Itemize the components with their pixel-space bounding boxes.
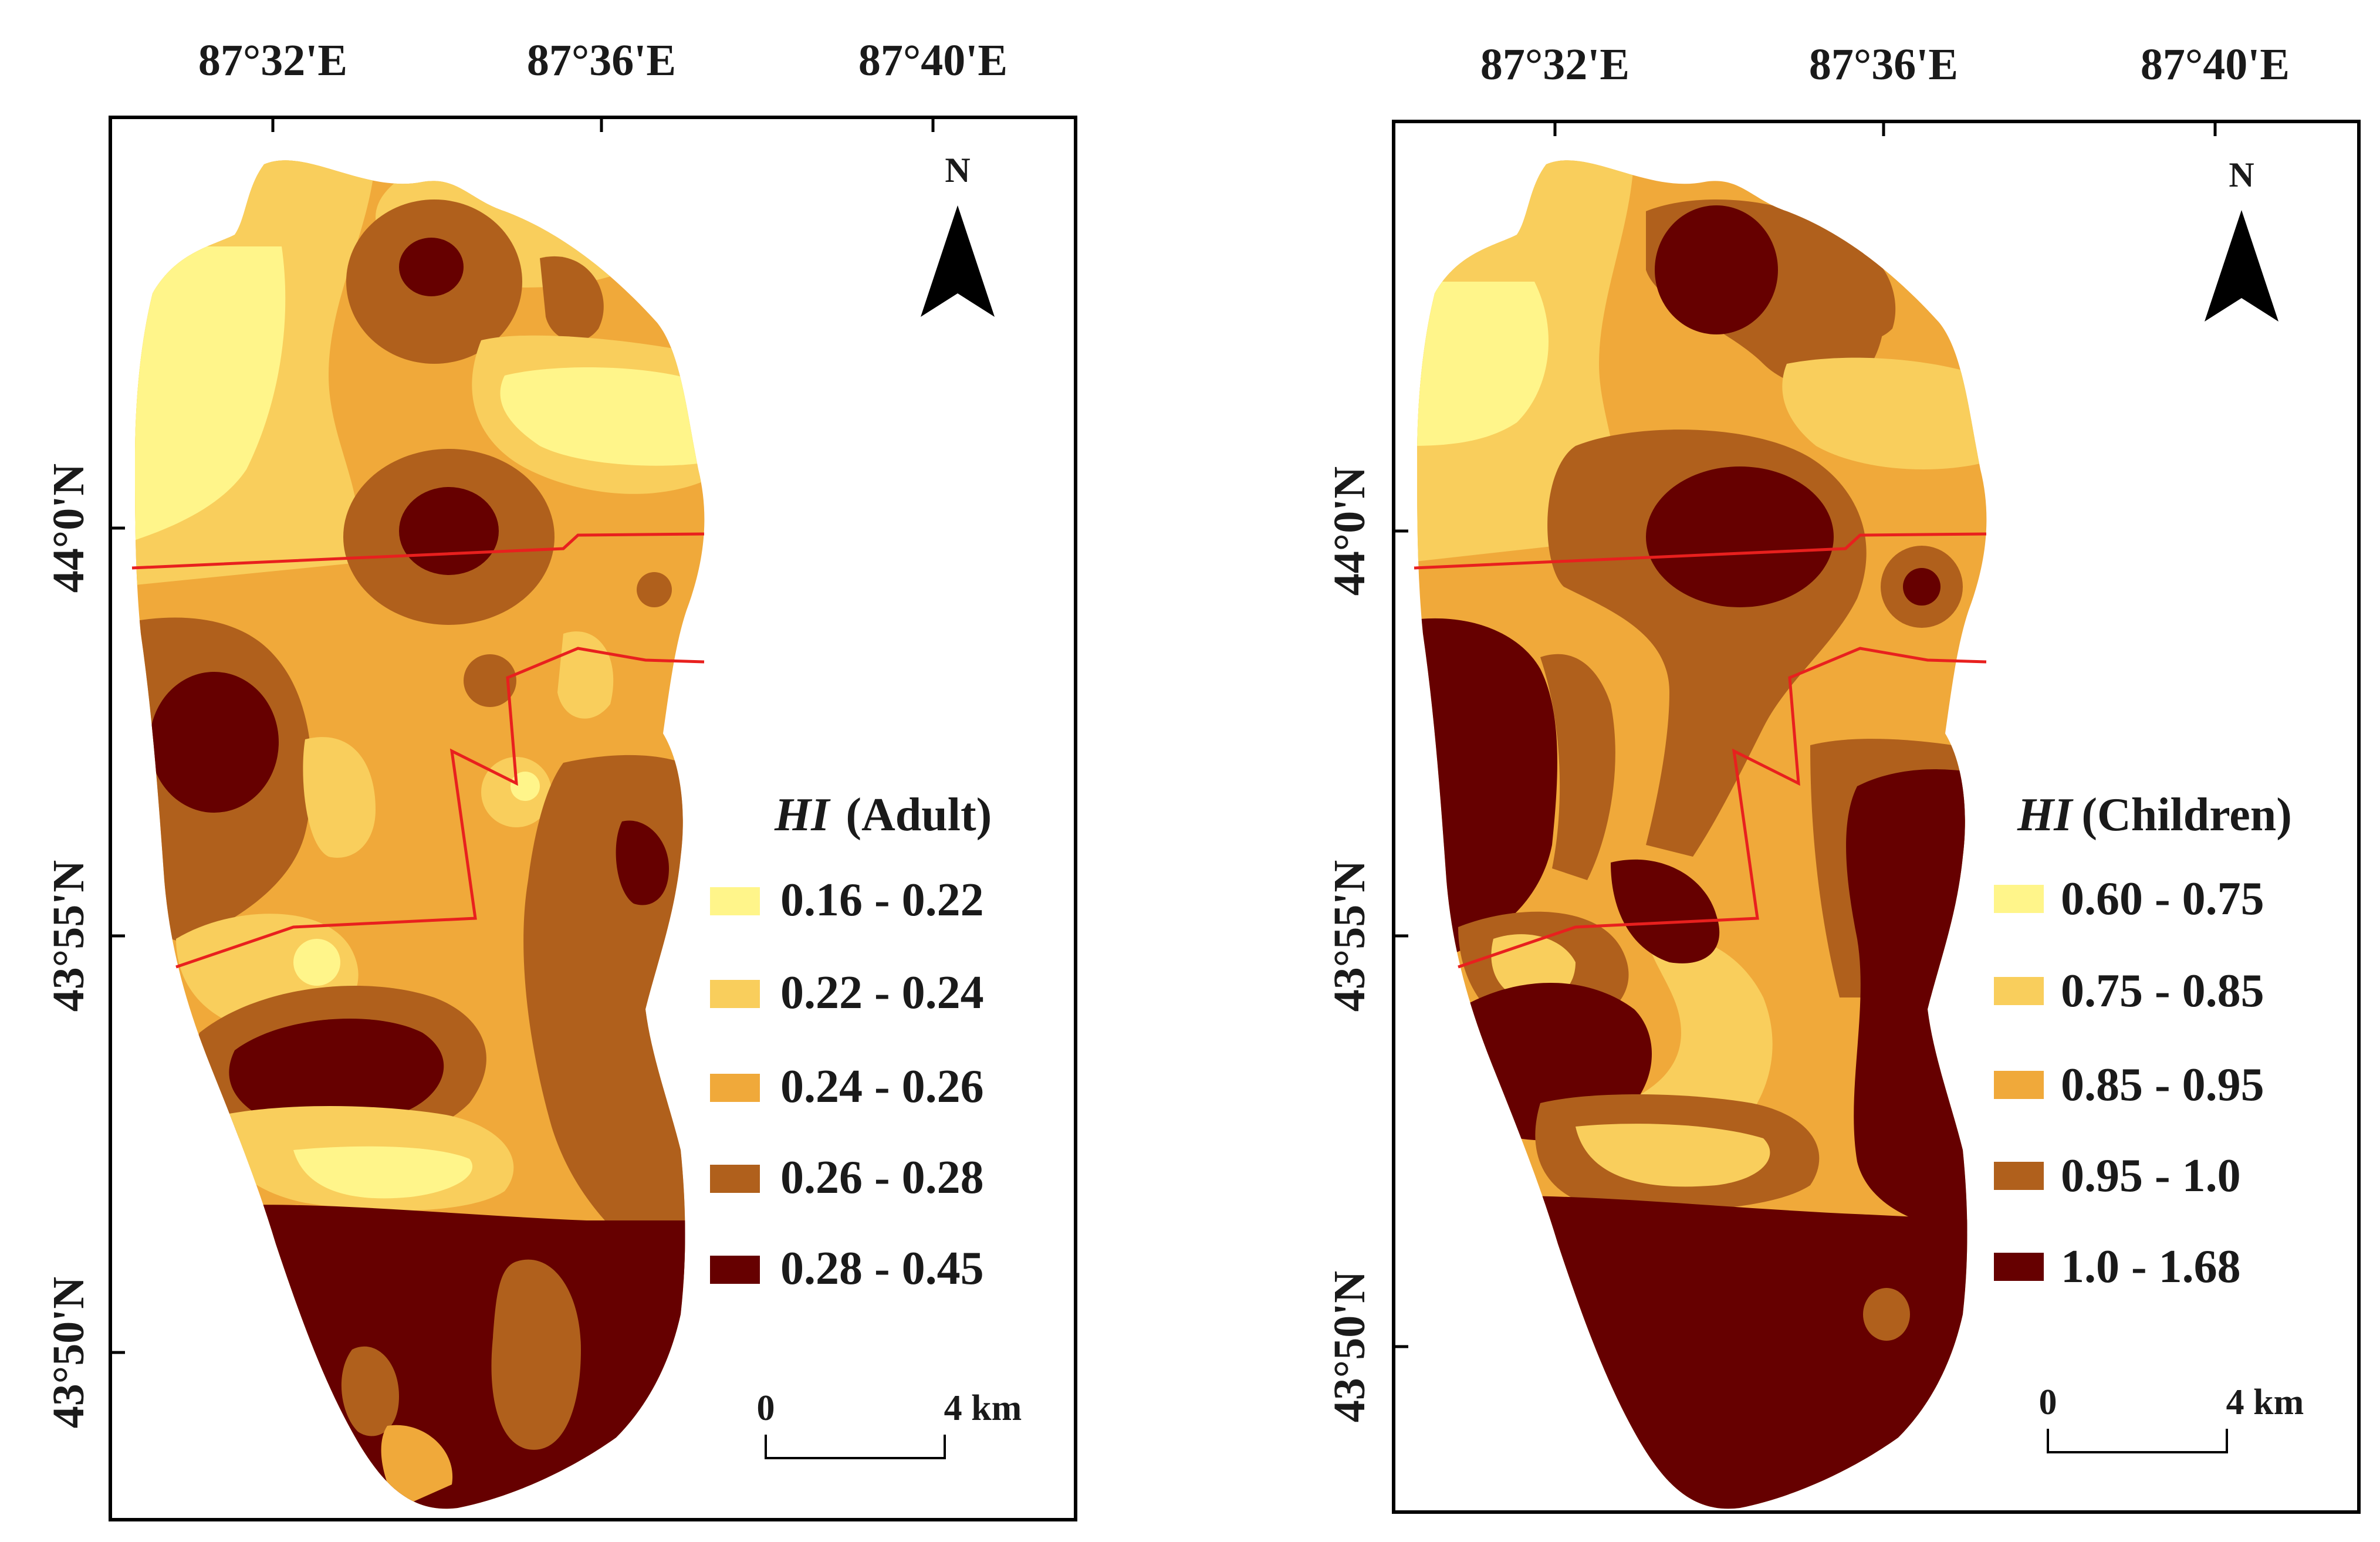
district-boundary: [1414, 532, 1987, 969]
map-panel-children: 87°32'E 87°36'E 87°40'E 44°0'N 43°55'N 4…: [1325, 40, 2361, 1514]
legend-title-group: (Children): [2081, 789, 2292, 841]
legend-label: 0.75 - 0.85: [2061, 965, 2264, 1017]
legend-label: 0.26 - 0.28: [780, 1152, 984, 1203]
district-boundary: [131, 532, 705, 969]
north-arrow-icon: [921, 205, 995, 317]
north-arrow: N: [2205, 155, 2278, 322]
north-arrow: N: [921, 151, 995, 317]
graticule-ticks: [1394, 121, 2217, 1348]
legend-item: 0.60 - 0.75: [1994, 873, 2264, 925]
side-label-1: 44°0'N: [44, 464, 93, 593]
legend-item: 0.26 - 0.28: [710, 1152, 984, 1203]
top-label-2: 87°36'E: [527, 36, 676, 85]
scale-end: 4 km: [944, 1388, 1022, 1428]
legend-title: HI (Children): [2017, 789, 2292, 841]
side-label-2: 43°55'N: [44, 860, 93, 1012]
side-label-1: 44°0'N: [1325, 466, 1374, 596]
top-label-2: 87°36'E: [1809, 40, 1958, 89]
legend-label: 0.85 - 0.95: [2061, 1059, 2264, 1111]
side-label-2: 43°55'N: [1325, 860, 1374, 1012]
legend-children: HI (Children) 0.60 - 0.75 0.75 - 0.85 0.8…: [1994, 789, 2292, 1293]
side-label-3: 43°50'N: [44, 1277, 93, 1428]
legend-item: 0.28 - 0.45: [710, 1243, 984, 1294]
north-arrow-icon: [2205, 210, 2278, 322]
top-label-1: 87°32'E: [1480, 40, 1630, 89]
legend-item: 1.0 - 1.68: [1994, 1241, 2241, 1293]
scale-bar: 0 4 km: [757, 1388, 1022, 1459]
legend-label: 0.24 - 0.26: [780, 1061, 984, 1112]
top-label-3: 87°40'E: [2141, 40, 2290, 89]
legend-title-hi: HI: [2017, 789, 2074, 841]
legend-label: 0.16 - 0.22: [780, 874, 984, 926]
side-label-3: 43°50'N: [1325, 1271, 1374, 1422]
north-label: N: [2229, 155, 2254, 194]
graticule-ticks: [110, 117, 935, 1354]
scale-start: 0: [2039, 1382, 2057, 1422]
legend-label: 0.95 - 1.0: [2061, 1150, 2241, 1202]
map-panel-adult: 87°32'E 87°36'E 87°40'E 44°0'N 43°55'N 4…: [44, 36, 1077, 1521]
north-label: N: [945, 151, 970, 190]
legend-item: 0.75 - 0.85: [1994, 965, 2264, 1017]
scale-bar: 0 4 km: [2039, 1382, 2304, 1453]
legend-label: 0.28 - 0.45: [780, 1243, 984, 1294]
legend-title-group: (Adult): [846, 789, 992, 841]
legend-title: HI (Adult): [774, 789, 992, 841]
legend-label: 1.0 - 1.68: [2061, 1241, 2241, 1293]
scale-start: 0: [757, 1388, 775, 1428]
legend-item: 0.22 - 0.24: [710, 967, 984, 1019]
scale-end: 4 km: [2226, 1382, 2304, 1422]
legend-item: 0.95 - 1.0: [1994, 1150, 2241, 1202]
legend-label: 0.22 - 0.24: [780, 967, 984, 1019]
legend-adult: HI (Adult) 0.16 - 0.22 0.22 - 0.24 0.24 -…: [710, 789, 992, 1294]
top-label-1: 87°32'E: [198, 36, 347, 85]
legend-title-hi: HI: [774, 789, 831, 841]
legend-item: 0.24 - 0.26: [710, 1061, 984, 1112]
legend-item: 0.85 - 0.95: [1994, 1059, 2264, 1111]
legend-item: 0.16 - 0.22: [710, 874, 984, 926]
legend-label: 0.60 - 0.75: [2061, 873, 2264, 925]
top-label-3: 87°40'E: [858, 36, 1008, 85]
